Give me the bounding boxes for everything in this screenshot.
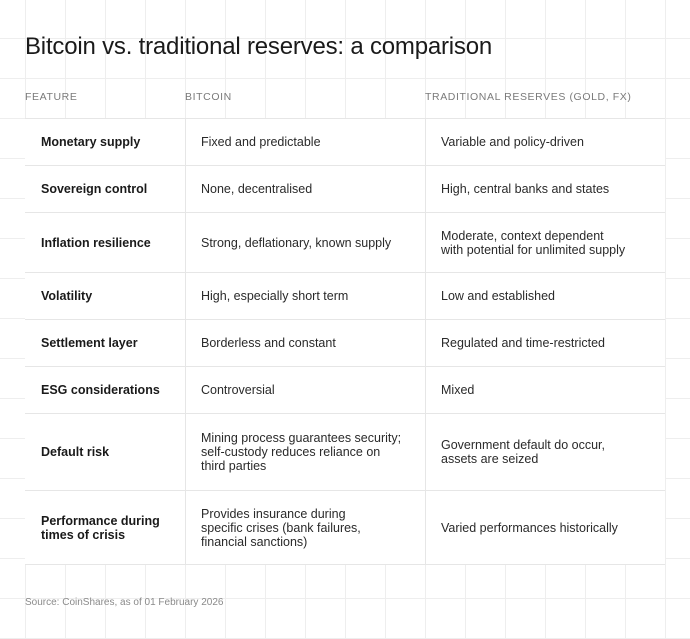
traditional-cell: Regulated and time-restricted: [441, 336, 605, 350]
feature-cell: ESG considerations: [41, 383, 160, 397]
traditional-cell: Mixed: [441, 383, 475, 397]
page-title: Bitcoin vs. traditional reserves: a comp…: [25, 33, 493, 60]
bitcoin-cell: Strong, deflationary, known supply: [201, 235, 392, 250]
column-header-traditional: TRADITIONAL RESERVES (GOLD, FX): [425, 91, 632, 103]
table-row: Sovereign control None, decentralised Hi…: [25, 166, 665, 213]
feature-cell: Sovereign control: [41, 182, 148, 196]
table-row: Performance during times of crisis Provi…: [25, 491, 665, 565]
bitcoin-cell: Fixed and predictable: [201, 135, 321, 149]
table-row: Monetary supply Fixed and predictable Va…: [25, 119, 665, 166]
feature-cell: Default risk: [41, 445, 110, 459]
feature-cell: Monetary supply: [41, 135, 141, 149]
bitcoin-cell: Mining process guarantees security; self…: [201, 431, 402, 473]
feature-cell: Volatility: [41, 289, 93, 303]
bitcoin-cell: Controversial: [201, 383, 275, 397]
column-header-bitcoin: BITCOIN: [185, 91, 232, 103]
traditional-cell: Moderate, context dependent with potenti…: [441, 228, 626, 257]
table-row: Inflation resilience Strong, deflationar…: [25, 213, 665, 273]
traditional-cell: High, central banks and states: [441, 182, 610, 196]
table-row: Volatility High, especially short term L…: [25, 273, 665, 320]
bitcoin-cell: High, especially short term: [201, 289, 349, 303]
traditional-cell: Varied performances historically: [441, 520, 618, 535]
traditional-cell: Government default do occur, assets are …: [441, 438, 605, 466]
table-header: FEATURE BITCOIN TRADITIONAL RESERVES (GO…: [25, 91, 665, 107]
bitcoin-cell: Borderless and constant: [201, 336, 336, 350]
table-row: ESG considerations Controversial Mixed: [25, 367, 665, 414]
table-row: Default risk Mining process guarantees s…: [25, 414, 665, 491]
feature-cell: Performance during times of crisis: [41, 513, 160, 542]
traditional-cell: Variable and policy-driven: [441, 135, 584, 149]
comparison-table: Monetary supply Fixed and predictable Va…: [25, 118, 665, 565]
table-row: Settlement layer Borderless and constant…: [25, 320, 665, 367]
feature-cell: Inflation resilience: [41, 235, 151, 250]
column-header-feature: FEATURE: [25, 91, 78, 103]
bitcoin-cell: Provides insurance during specific crise…: [201, 506, 361, 549]
feature-cell: Settlement layer: [41, 336, 138, 350]
traditional-cell: Low and established: [441, 289, 555, 303]
bitcoin-cell: None, decentralised: [201, 182, 313, 196]
source-note: Source: CoinShares, as of 01 February 20…: [25, 597, 224, 608]
